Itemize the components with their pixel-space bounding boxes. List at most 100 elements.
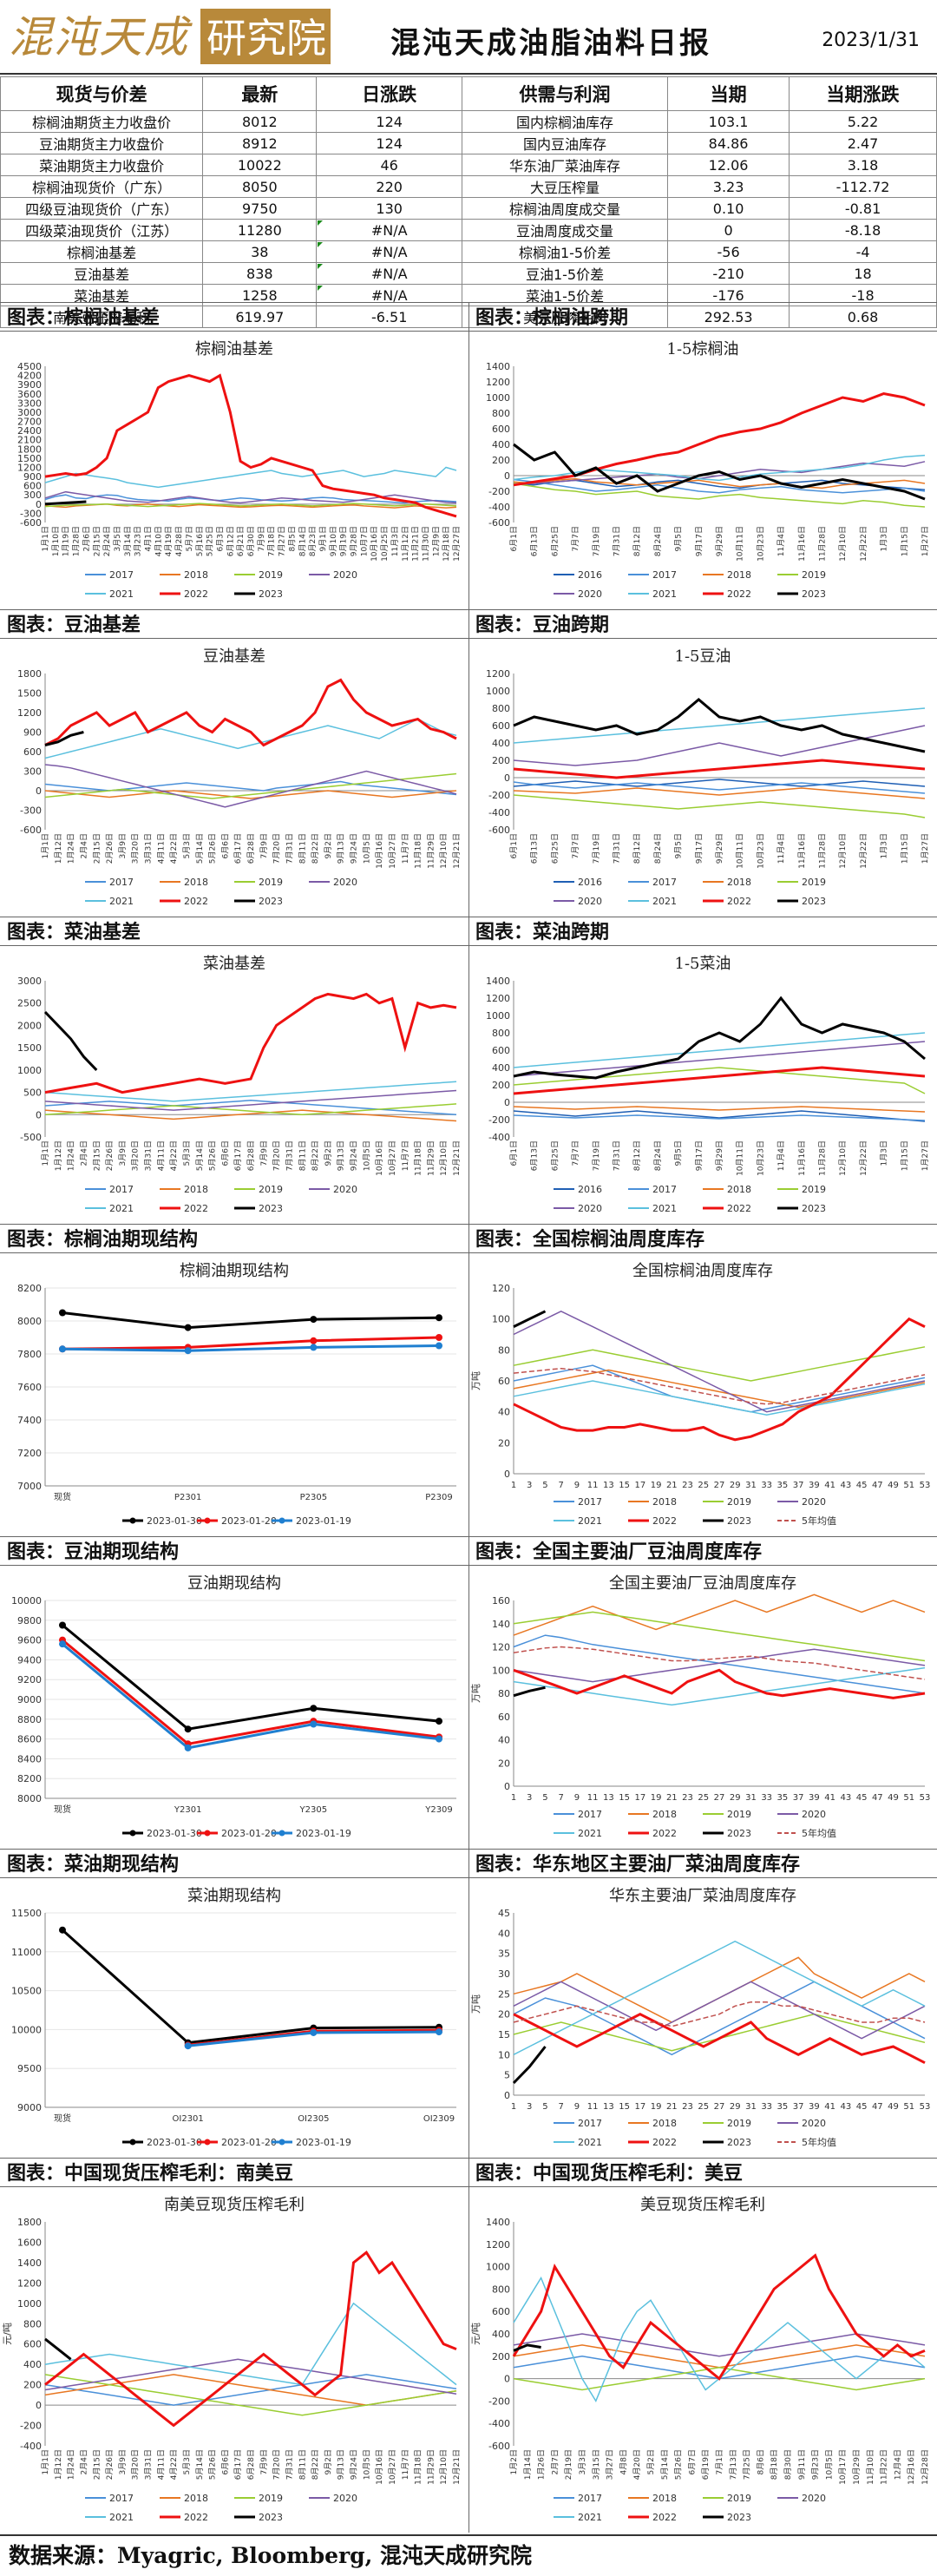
x-tick-label: 47 bbox=[872, 2102, 883, 2112]
x-tick-label: 1月3日 bbox=[880, 526, 889, 551]
x-tick-label: 4月20日 bbox=[632, 2449, 642, 2480]
x-tick-label: 9月2日 bbox=[324, 1140, 333, 1166]
y-axis-label: 元/吨 bbox=[470, 2323, 482, 2345]
x-tick-label: 19 bbox=[651, 1481, 662, 1490]
series-line-5年均值 bbox=[513, 1646, 926, 1680]
table-cell: 0.10 bbox=[667, 197, 790, 220]
table-cell: 8050 bbox=[202, 175, 318, 198]
x-tick-label: 4月22日 bbox=[169, 2449, 179, 2480]
y-tick-label: 2500 bbox=[17, 998, 42, 1009]
y-tick-label: 10500 bbox=[11, 1986, 42, 1997]
x-tick-label: 6月13日 bbox=[530, 833, 540, 864]
x-tick-label: 7月7日 bbox=[571, 1140, 580, 1166]
y-tick-label: 1200 bbox=[17, 707, 42, 719]
table-row: 四级菜油现货价（江苏） 11280 #N/A 豆油周度成交量 0 -8.18 bbox=[0, 219, 937, 241]
data-point bbox=[436, 2028, 442, 2036]
x-tick-label: 53 bbox=[920, 2102, 931, 2112]
x-tick-label: 21 bbox=[666, 2102, 678, 2112]
y-tick-label: 1500 bbox=[17, 688, 42, 700]
legend-label: 2021 bbox=[109, 896, 134, 907]
y-tick-label: 5 bbox=[504, 2070, 510, 2081]
x-tick-label: 8月30日 bbox=[783, 2449, 793, 2480]
chart-panel: 菜油基差 -500 0 500 1000 1500 2000 2500 3000 1月1日 1月12… bbox=[0, 946, 468, 1224]
chart-panel: 棕榈油基差 -600 -300 0 300 600 900 1200 1500 1800 2100 2… bbox=[0, 332, 468, 609]
x-tick-label: 17 bbox=[634, 2102, 645, 2112]
x-tick-label: 12月10日 bbox=[838, 1140, 848, 1176]
legend-label: 2021 bbox=[578, 1828, 602, 1839]
chart-title: 1-5菜油 bbox=[675, 955, 731, 973]
x-tick-label: 2月15日 bbox=[92, 1140, 102, 1171]
x-tick-label: 6月28日 bbox=[246, 1140, 256, 1171]
table-cell: 美豆压榨毛利 bbox=[461, 306, 669, 328]
x-tick-label: 10月27日 bbox=[388, 1140, 397, 1176]
legend-label: 2018 bbox=[652, 1809, 677, 1820]
table-cell: 四级菜油现货价（江苏） bbox=[0, 219, 204, 241]
table-cell: 619.97 bbox=[202, 306, 318, 328]
series-line-2023-01-20 bbox=[62, 1639, 440, 1745]
legend-label: 2023 bbox=[727, 2137, 751, 2148]
legend-label: 2018 bbox=[184, 1184, 208, 1195]
legend-label: 2017 bbox=[109, 1184, 134, 1195]
x-tick-label: 29 bbox=[730, 2102, 741, 2112]
series-line-2022 bbox=[513, 1317, 926, 1442]
table-cell: 46 bbox=[316, 154, 462, 176]
table-cell: 12.06 bbox=[667, 154, 790, 176]
table-cell: 124 bbox=[316, 110, 462, 133]
y-tick-label: 3000 bbox=[17, 407, 42, 418]
y-tick-label: 1400 bbox=[486, 2217, 510, 2228]
y-tick-label: 200 bbox=[492, 755, 510, 766]
y-tick-label: 200 bbox=[23, 2380, 42, 2391]
x-tick-label: 12月10日 bbox=[439, 2449, 449, 2485]
x-tick-label: 12月16日 bbox=[907, 2449, 916, 2485]
legend-label: 2023 bbox=[802, 588, 826, 600]
x-tick-label: 9月5日 bbox=[674, 1140, 684, 1166]
legend-label: 2022 bbox=[727, 588, 751, 600]
x-tick-label: 2月26日 bbox=[105, 833, 115, 864]
chart-title: 全国主要油厂豆油周度库存 bbox=[609, 1574, 796, 1593]
x-tick-label: 3月20日 bbox=[131, 1140, 141, 1171]
series-line-2021 bbox=[513, 454, 926, 482]
y-tick-label: 1800 bbox=[17, 2217, 42, 2228]
section-header: 图表：棕榈油期现结构 bbox=[0, 1224, 468, 1253]
x-tick-label: 9月13日 bbox=[337, 2449, 346, 2480]
x-tick-label: 29 bbox=[730, 1481, 741, 1490]
series-line-2022 bbox=[513, 1668, 926, 1699]
y-tick-label: -400 bbox=[488, 502, 510, 513]
svg-text:研究院: 研究院 bbox=[206, 15, 326, 62]
x-tick-label: 3月31日 bbox=[144, 1140, 154, 1171]
legend-label: 2020 bbox=[802, 2118, 826, 2129]
x-tick-label: 8月12日 bbox=[632, 1140, 642, 1171]
series-line-2017 bbox=[513, 1114, 926, 1121]
legend-label: 2022 bbox=[184, 896, 208, 907]
x-tick-label: 10月16日 bbox=[370, 526, 379, 562]
y-tick-label: 600 bbox=[492, 424, 510, 435]
series-line-2018 bbox=[513, 1594, 926, 1636]
legend-label: 2023 bbox=[259, 2512, 283, 2523]
x-tick-label: 4月11日 bbox=[156, 1140, 166, 1171]
x-tick-label: 25 bbox=[698, 1793, 709, 1803]
x-tick-label: 1月27日 bbox=[921, 833, 930, 864]
x-tick-label: 12月21日 bbox=[452, 1140, 462, 1176]
x-tick-label: 39 bbox=[809, 2102, 820, 2112]
y-tick-label: 400 bbox=[23, 2359, 42, 2370]
x-tick-label: 现货 bbox=[54, 2113, 71, 2124]
x-tick-label: 5 bbox=[542, 1793, 547, 1803]
legend-label: 2022 bbox=[652, 2137, 677, 2148]
series-line-2021 bbox=[513, 707, 926, 744]
legend-label: 2022 bbox=[727, 1203, 751, 1214]
legend-label: 2016 bbox=[578, 1184, 602, 1195]
y-tick-label: -400 bbox=[488, 1132, 510, 1143]
legend-marker bbox=[278, 1830, 285, 1837]
x-tick-label: 11月21日 bbox=[411, 526, 421, 562]
x-tick-label: 1月1日 bbox=[41, 1140, 50, 1166]
x-tick-label: 11月4日 bbox=[776, 833, 786, 864]
legend-label: 2021 bbox=[109, 1203, 134, 1214]
section-header: 图表：全国主要油厂豆油周度库存 bbox=[468, 1536, 937, 1566]
legend-label: 2020 bbox=[802, 2493, 826, 2504]
x-tick-label: 1月15日 bbox=[900, 833, 909, 864]
chart-panel: 美豆现货压榨毛利 元/吨 -600 -400 -200 0 200 400 600 800 1000… bbox=[468, 2187, 937, 2533]
y-tick-label: 2400 bbox=[17, 425, 42, 437]
y-axis-label: 万吨 bbox=[470, 1371, 482, 1390]
y-tick-label: -400 bbox=[488, 2418, 510, 2429]
section-header: 图表：豆油基差 bbox=[0, 609, 468, 639]
